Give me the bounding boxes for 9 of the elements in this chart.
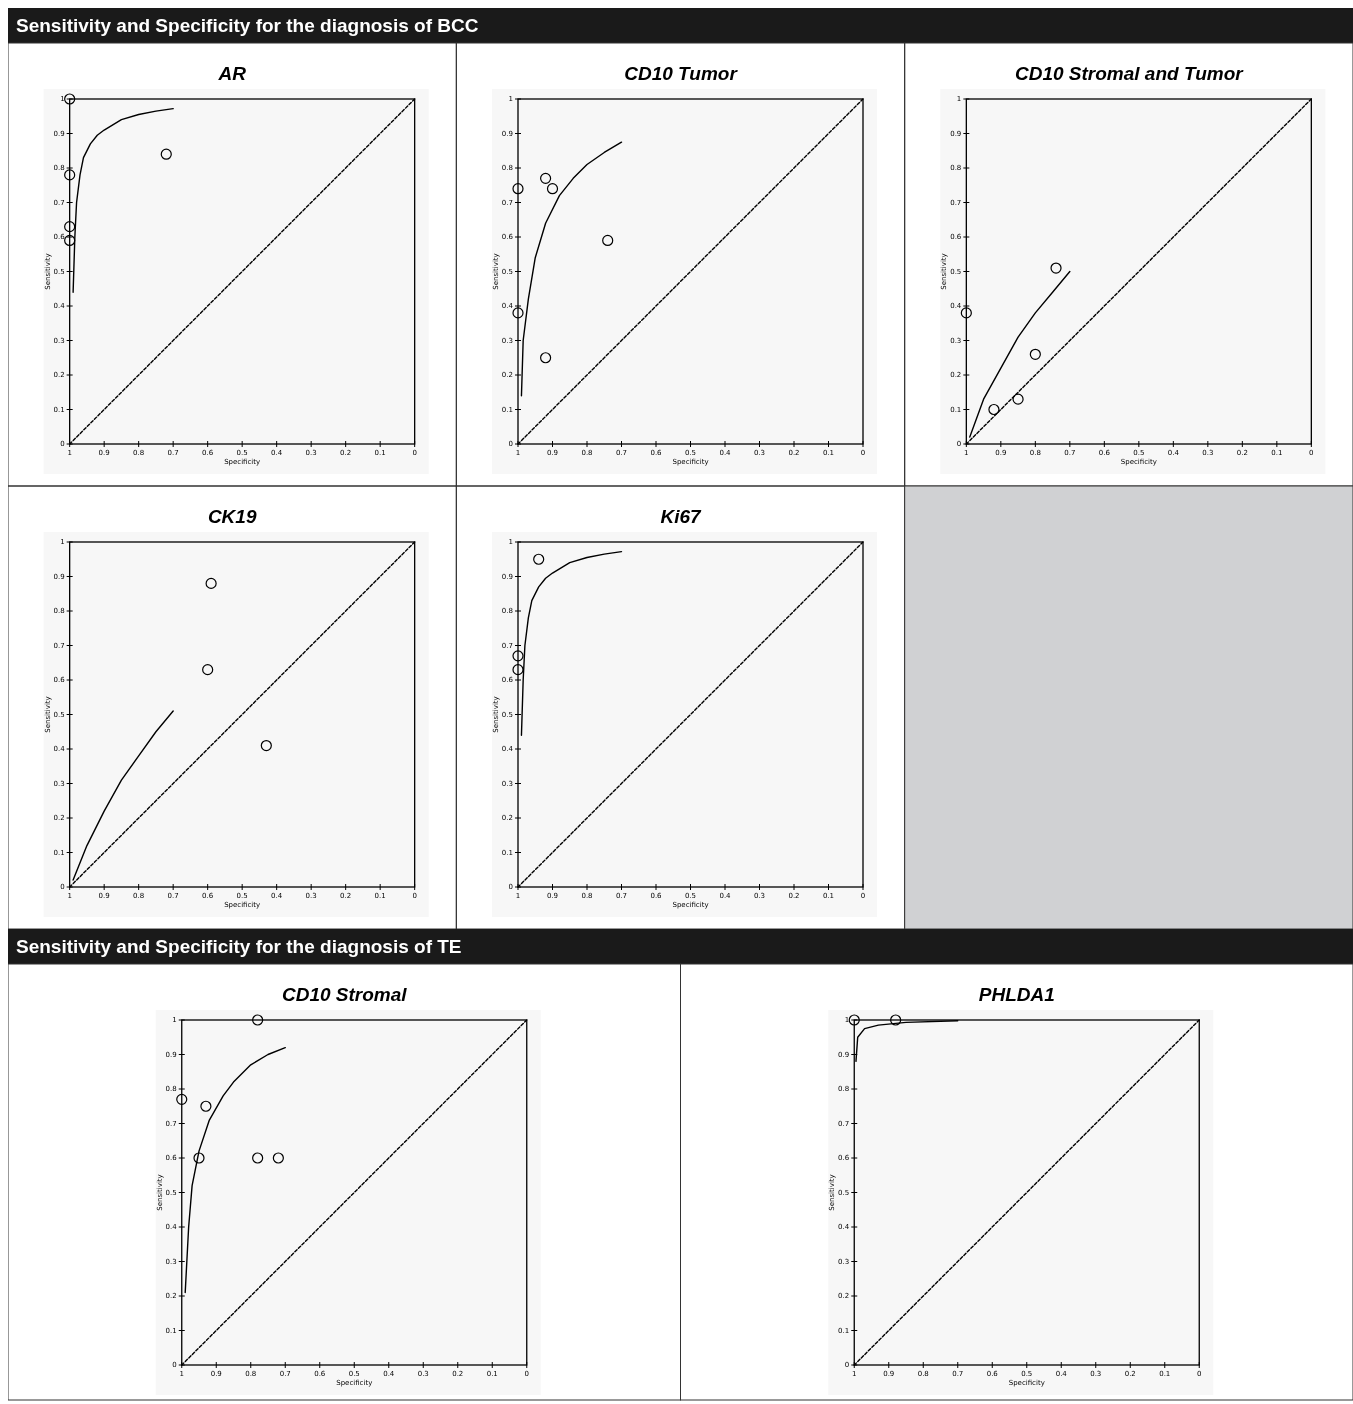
chart-title: Ki67 <box>660 506 702 527</box>
chart-title: PHLDA1 <box>978 984 1055 1005</box>
chart-subtitle: Sensitivity and Specificity for the diagnosis of BCC <box>16 15 479 36</box>
chart-title: CK19 <box>207 506 257 527</box>
chart-title: AR <box>217 63 247 84</box>
chart-subtitle: Sensitivity and Specificity for the diagnosis of TE <box>16 936 462 957</box>
chart-title: CD10 Stromal <box>281 984 408 1005</box>
chart-title: CD10 Stromal and Tumor <box>1014 63 1245 84</box>
chart-title: CD10 Tumor <box>624 63 739 84</box>
